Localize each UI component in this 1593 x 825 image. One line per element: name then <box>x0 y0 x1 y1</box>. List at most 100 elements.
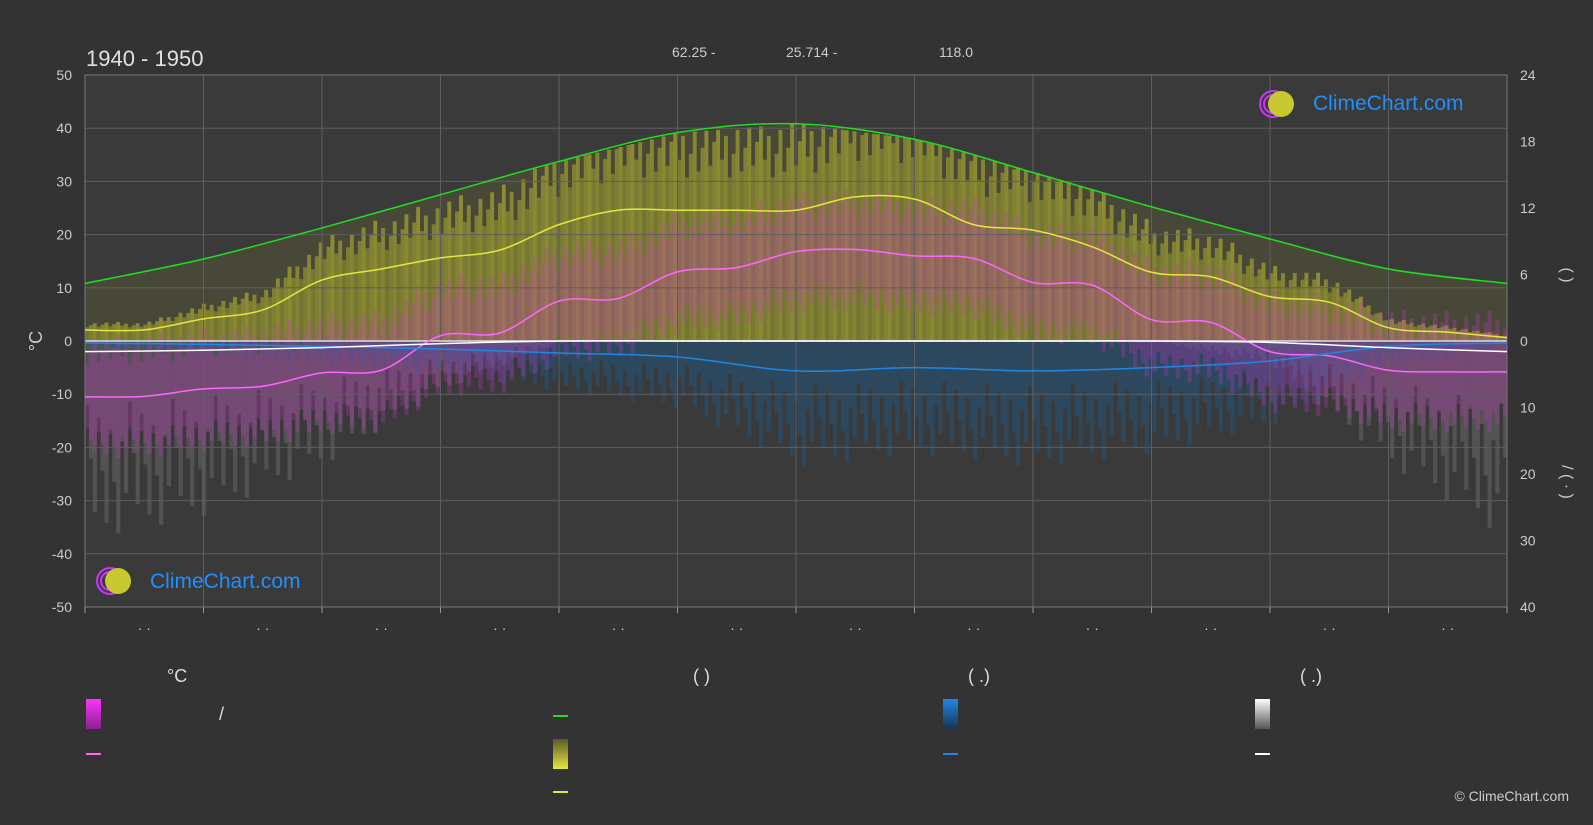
rain-day-bar <box>256 341 261 348</box>
sunshine-day-bar <box>809 131 814 341</box>
rain-day-bar <box>1090 341 1095 453</box>
sunshine-day-bar <box>786 147 791 341</box>
snow-day-bar <box>1471 341 1477 458</box>
temp-range-day-bar <box>1265 311 1270 388</box>
sunshine-day-bar <box>1121 209 1126 341</box>
copyright: © ClimeChart.com <box>1454 788 1569 804</box>
sunshine-day-bar <box>603 158 608 341</box>
temp-range-day-bar <box>688 227 694 315</box>
sunshine-day-bar <box>708 165 713 341</box>
sunshine-day-bar <box>669 141 674 341</box>
snow-day-bar <box>1366 341 1371 426</box>
sunshine-day-bar <box>1234 262 1239 341</box>
temp-range-day-bar <box>1148 277 1153 359</box>
temp-range-day-bar <box>533 257 538 374</box>
rain-day-bar <box>758 341 764 450</box>
snow-day-bar <box>1319 341 1325 377</box>
sunshine-day-bar <box>630 144 635 341</box>
sunshine-day-bar <box>1355 298 1360 341</box>
daylight-day-bar <box>190 261 195 341</box>
snow-day-bar <box>162 341 168 437</box>
rain-day-bar <box>599 341 604 361</box>
snow-day-bar <box>400 341 405 391</box>
temp-range-day-bar <box>1023 226 1029 332</box>
rain-day-bar <box>786 341 791 424</box>
rain-day-bar <box>1245 341 1251 397</box>
temp-range-day-bar <box>1273 290 1278 413</box>
sunshine-day-bar <box>1343 292 1348 341</box>
temp-range-day-bar <box>1164 265 1169 376</box>
rain-day-bar <box>287 341 292 362</box>
rain-day-bar <box>482 341 487 358</box>
snow-day-bar <box>1238 341 1243 356</box>
rain-day-bar <box>533 341 538 385</box>
sunshine-day-bar <box>509 191 514 341</box>
sunshine-day-bar <box>1499 335 1504 341</box>
rain-day-bar <box>1148 341 1153 403</box>
rain-day-bar <box>1199 341 1204 377</box>
sunshine-day-bar <box>494 220 499 341</box>
temp-range-day-bar <box>552 252 557 357</box>
temp-range-day-bar <box>1242 305 1247 370</box>
rain-day-bar <box>427 341 433 353</box>
snow-day-bar <box>194 341 199 422</box>
sunshine-day-bar <box>552 163 557 341</box>
snow-day-bar <box>365 341 370 386</box>
sunshine-day-bar <box>1074 199 1079 341</box>
snow-day-bar <box>1335 341 1340 411</box>
left-axis-tick-label: -20 <box>52 439 72 455</box>
sunshine-day-bar <box>836 153 842 341</box>
sunshine-day-bar <box>404 214 409 341</box>
sunshine-day-bar <box>1195 238 1200 341</box>
sunshine-day-bar <box>1452 327 1457 341</box>
rain-day-bar <box>895 341 900 434</box>
rain-day-bar <box>1066 341 1071 440</box>
snow-day-bar <box>256 341 261 390</box>
rain-day-bar <box>1358 341 1364 379</box>
sunshine-day-bar <box>1253 276 1258 341</box>
sunshine-day-bar <box>229 302 234 341</box>
rain-day-bar <box>1047 341 1052 458</box>
snow-day-bar <box>1261 341 1266 363</box>
snow-day-bar <box>494 341 499 354</box>
temp-range-day-bar <box>829 204 834 297</box>
snow-day-bar <box>1468 341 1473 409</box>
temp-range-day-bar <box>1129 260 1134 354</box>
right-axis-precip-tick-label: 20 <box>1520 466 1536 482</box>
snow-day-bar <box>1312 341 1317 385</box>
temp-range-day-bar <box>1409 318 1414 424</box>
snow-day-bar <box>377 341 382 389</box>
snow-day-bar <box>459 341 464 384</box>
sunshine-line <box>84 194 1508 339</box>
snow-day-bar <box>384 341 390 369</box>
rain-day-bar <box>747 341 752 437</box>
snow-day-bar <box>1436 341 1442 412</box>
sunshine-day-bar <box>684 177 690 341</box>
daylight-day-bar <box>174 264 179 341</box>
rain-day-bar <box>1055 341 1060 433</box>
temp-range-day-bar <box>1421 316 1426 427</box>
rain-day-bar <box>887 341 892 457</box>
rain-day-bar <box>369 341 374 362</box>
sunshine-day-bar <box>1362 307 1368 341</box>
sunshine-day-bar <box>926 142 931 341</box>
temp-range-day-bar <box>412 302 417 402</box>
snow-day-bar <box>197 341 203 469</box>
sunshine-day-bar <box>521 179 526 341</box>
snow-day-bar <box>295 341 300 450</box>
sunshine-day-bar <box>1156 255 1161 341</box>
sunshine-day-bar <box>1242 273 1247 341</box>
rain-day-bar <box>1397 341 1403 357</box>
snow-day-bar <box>287 341 292 481</box>
sunshine-day-bar <box>423 215 429 341</box>
temp-range-day-bar <box>1175 262 1181 379</box>
temp-range-day-bar <box>365 333 370 409</box>
daylight-line <box>84 122 1508 285</box>
temp-range-day-bar <box>1277 311 1282 393</box>
rain-day-bar <box>743 341 748 409</box>
snow-day-bar <box>1304 341 1309 392</box>
sunshine-day-bar <box>326 246 331 341</box>
temp-range-day-bar <box>1405 330 1410 412</box>
snow-day-bar <box>431 341 436 374</box>
